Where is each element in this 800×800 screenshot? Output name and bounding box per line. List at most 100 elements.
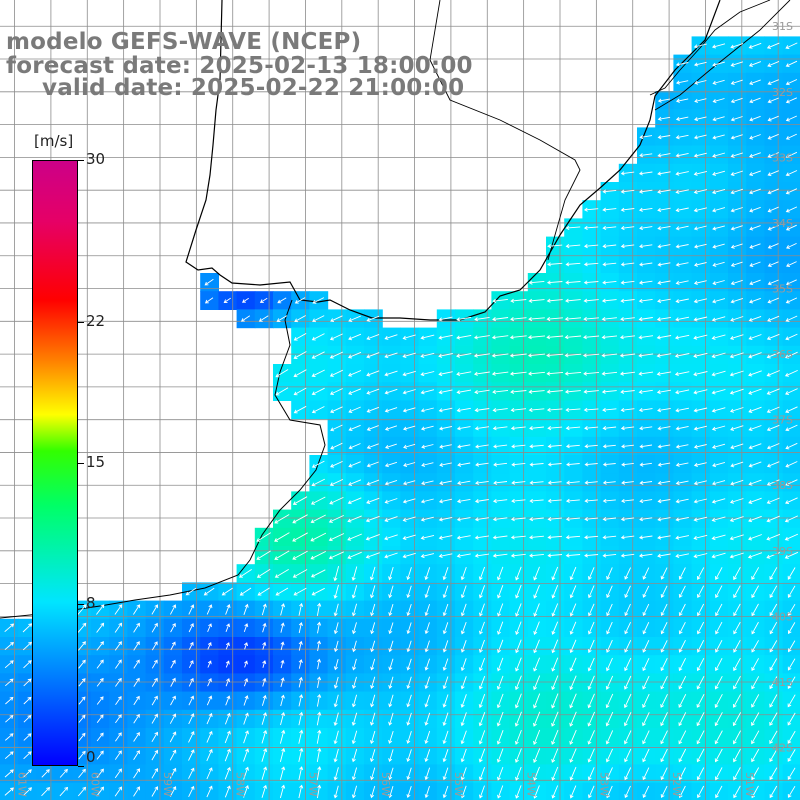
wind-arrow [786,261,797,268]
wind-arrow [238,569,252,578]
wind-arrow [151,786,159,797]
wind-arrow [749,115,761,122]
wind-arrow [457,480,471,486]
wind-arrow [606,785,613,799]
wind-arrow [546,316,563,322]
wind-arrow [787,712,796,726]
wind-arrow [678,639,686,653]
wind-arrow [533,621,540,635]
wind-arrow [675,298,689,304]
wind-arrow [258,315,269,322]
wind-arrow [511,462,526,467]
wind-arrow [77,786,87,797]
wind-arrow [583,389,599,394]
wind-arrow [711,407,726,413]
wind-arrow [292,532,308,542]
longitude-label: 55W [452,772,465,797]
wind-arrow [369,585,376,599]
wind-arrow [785,97,797,104]
wind-arrow [510,389,527,394]
wind-arrow [619,353,636,358]
wind-arrow [333,748,339,763]
wind-arrow [620,316,635,322]
wind-arrow [352,640,357,653]
wind-arrow [225,695,231,706]
wind-arrow [424,622,430,635]
wind-arrow [366,425,379,431]
wind-arrow [188,695,195,706]
wind-arrow [169,767,177,779]
wind-arrow [715,567,723,581]
wind-arrow [388,767,394,781]
wind-arrow [316,693,322,707]
wind-arrow [748,534,762,541]
wind-arrow [638,189,653,194]
wind-arrow [565,444,580,449]
wind-arrow [442,749,449,763]
wind-arrow [642,730,650,745]
wind-arrow [370,767,376,781]
wind-arrow [510,426,526,431]
wind-arrow [583,207,599,212]
wind-arrow [619,371,636,376]
wind-arrow [733,639,741,653]
wind-arrow [730,461,744,468]
wind-arrow [642,785,650,799]
wind-arrow [675,316,690,322]
wind-arrow [642,767,650,781]
wind-arrow [693,407,708,413]
wind-arrow [674,353,690,358]
wind-arrow [694,80,707,85]
wind-arrow [551,693,559,709]
wind-arrow [96,696,104,705]
wind-arrow [78,659,86,669]
wind-arrow [4,623,15,633]
wind-arrow [602,426,617,431]
wind-arrow [730,116,743,122]
wind-arrow [606,585,613,599]
wind-arrow [329,388,343,395]
wind-arrow [787,749,796,762]
wind-arrow [674,334,690,340]
wind-arrow [657,426,671,431]
wind-arrow [712,261,725,267]
wind-arrow [243,730,249,744]
wind-arrow [474,316,490,322]
wind-arrow [311,587,325,596]
wind-arrow [657,153,671,158]
wind-arrow [514,729,522,745]
wind-arrow [478,675,486,690]
wind-arrow [243,748,250,762]
wind-arrow [639,262,653,267]
wind-arrow [388,712,394,726]
wind-arrow [333,730,339,745]
wind-arrow [478,639,485,654]
wind-arrow [310,569,326,578]
wind-arrow [767,133,779,140]
wind-arrow [403,425,416,431]
wind-arrow [766,443,780,450]
wind-arrow [696,693,705,708]
wind-arrow [497,621,504,635]
longitude-label: 52W [670,772,683,797]
wind-arrow [551,603,559,617]
wind-arrow [298,602,304,616]
wind-arrow [675,425,689,431]
wind-arrow [133,641,140,651]
wind-arrow [348,370,362,377]
wind-arrow [532,711,541,727]
wind-arrow [151,604,159,615]
wind-arrow [478,585,486,599]
wind-arrow [424,749,431,763]
wind-arrow [785,442,798,450]
wind-arrow [766,497,780,505]
wind-arrow [767,115,779,122]
wind-arrow [351,730,358,745]
wind-arrow [751,730,760,745]
wind-arrow [675,152,689,158]
wind-arrow [642,748,650,763]
wind-arrow [41,786,51,797]
wind-arrow [693,334,708,340]
wind-arrow [316,640,322,652]
